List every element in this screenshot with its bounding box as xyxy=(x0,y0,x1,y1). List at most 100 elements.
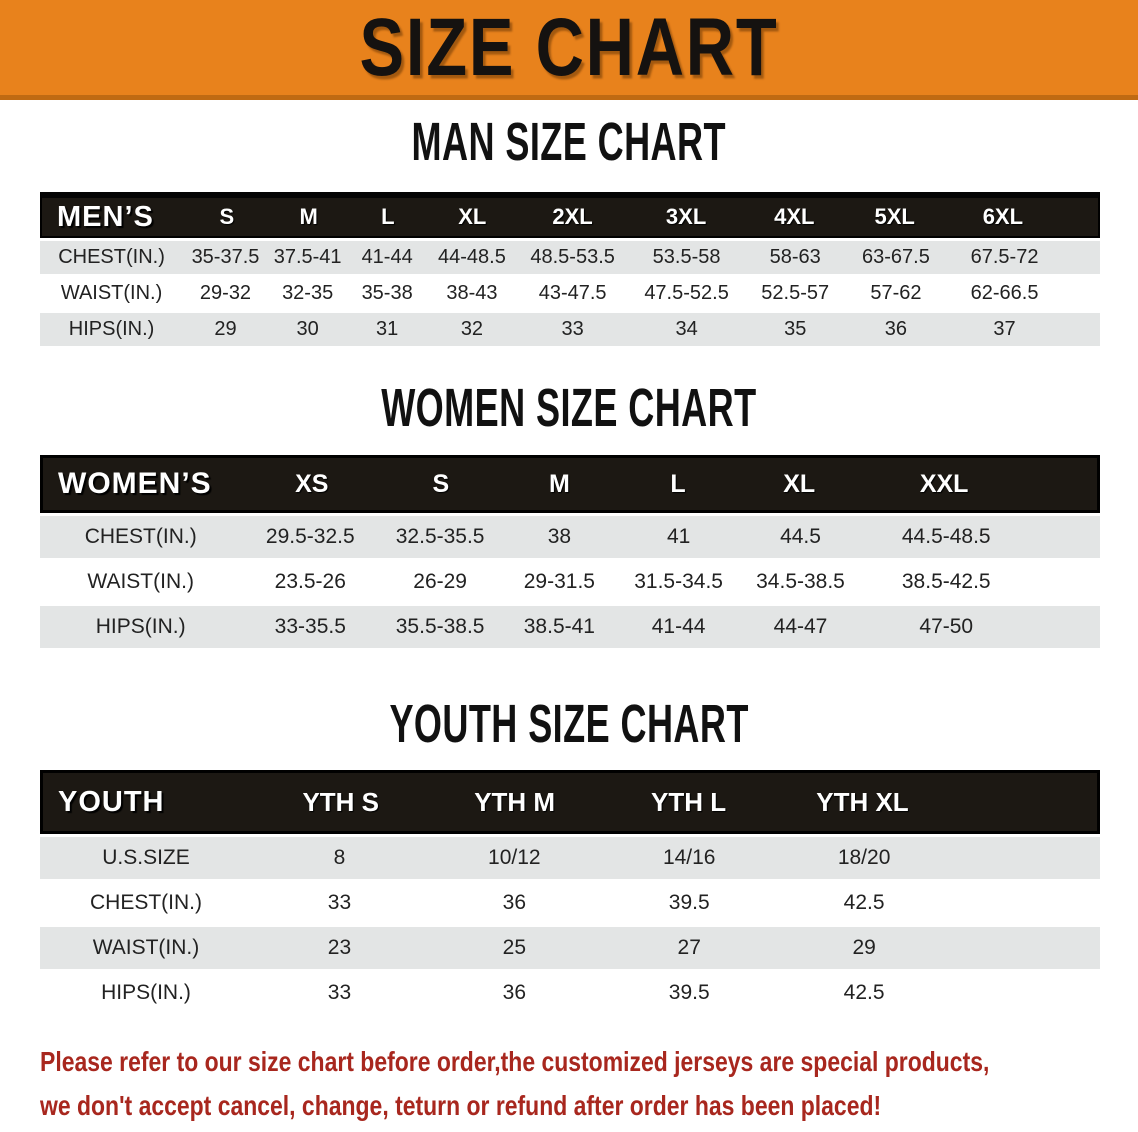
size-value-cell: 29-31.5 xyxy=(523,570,595,593)
size-value-cell: 8 xyxy=(333,846,346,869)
size-value-cell: 34.5-38.5 xyxy=(756,570,845,593)
size-column-header: 6XL xyxy=(982,204,1024,229)
row-label: WAIST(IN.) xyxy=(60,282,163,304)
size-column-header: XXL xyxy=(919,469,969,498)
youth-size-heading-text: YOUTH SIZE CHART xyxy=(389,694,749,755)
size-column-header: XS xyxy=(295,469,329,498)
size-value-cell: 33 xyxy=(327,891,352,914)
order-notice: Please refer to our size chart before or… xyxy=(40,1040,1138,1128)
size-column-header: M xyxy=(549,469,570,498)
size-column-header: XL xyxy=(458,204,487,229)
size-value-cell: 62-66.5 xyxy=(970,282,1039,304)
size-value-cell: 29 xyxy=(852,936,876,959)
womens-size-table: WOMEN’S XS S M L XL XXL CHEST(IN.) 29.5-32.5 32.5… xyxy=(40,455,1100,648)
row-label: HIPS(IN.) xyxy=(101,981,191,1004)
size-value-cell: 41 xyxy=(666,525,691,548)
size-value-cell: 47-50 xyxy=(919,615,974,638)
size-value-cell: 31 xyxy=(376,318,399,340)
table-corner-label: WOMEN’S xyxy=(58,467,212,500)
size-value-cell: 41-44 xyxy=(651,615,706,638)
size-value-cell: 26-29 xyxy=(413,570,467,593)
mens-size-table: MEN’S S M L XL 2XL 3XL 4XL 5XL 6XL CHEST(IN.) 35-37… xyxy=(40,192,1100,346)
size-value-cell: 34 xyxy=(675,318,698,340)
row-label: WAIST(IN.) xyxy=(92,936,200,959)
size-value-cell: 30 xyxy=(296,318,319,340)
size-value-cell: 32.5-35.5 xyxy=(395,525,485,548)
size-value-cell: 36 xyxy=(502,981,527,1004)
size-value-cell: 36 xyxy=(502,891,527,914)
size-value-cell: 52.5-57 xyxy=(761,282,830,304)
size-value-cell: 53.5-58 xyxy=(652,246,721,268)
notice-line-2: we don't accept cancel, change, teturn o… xyxy=(40,1090,882,1121)
notice-line-1: Please refer to our size chart before or… xyxy=(40,1046,990,1077)
size-value-cell: 48.5-53.5 xyxy=(530,246,615,268)
table-row: WAIST(IN.) 29-32 32-35 35-38 38-43 43-47.5 47.… xyxy=(40,277,1100,310)
size-value-cell: 18/20 xyxy=(837,846,891,869)
size-column-header: 2XL xyxy=(552,204,593,229)
size-column-header: L xyxy=(381,204,395,229)
size-value-cell: 35 xyxy=(784,318,807,340)
row-label: HIPS(IN.) xyxy=(68,318,155,340)
size-value-cell: 42.5 xyxy=(843,981,885,1004)
row-label: CHEST(IN.) xyxy=(58,246,165,268)
size-column-header: S xyxy=(219,204,235,229)
table-row: WAIST(IN.) 23.5-26 26-29 29-31.5 31.5-34.5 34… xyxy=(40,561,1100,603)
size-value-cell: 58-63 xyxy=(769,246,821,268)
size-value-cell: 47.5-52.5 xyxy=(644,282,729,304)
banner: SIZE CHART xyxy=(0,0,1138,100)
table-row: HIPS(IN.) 33 36 39.5 42.5 xyxy=(40,972,1100,1014)
size-value-cell: 63-67.5 xyxy=(861,246,930,268)
size-value-cell: 10/12 xyxy=(488,846,541,869)
page-title: SIZE CHART xyxy=(359,1,779,94)
size-value-cell: 29 xyxy=(214,318,237,340)
row-label: U.S.SIZE xyxy=(102,846,190,869)
size-value-cell: 36 xyxy=(884,318,908,340)
table-header-row: MEN’S S M L XL 2XL 3XL 4XL 5XL 6XL xyxy=(40,192,1100,238)
women-size-heading-text: WOMEN SIZE CHART xyxy=(381,378,757,439)
size-value-cell: 32 xyxy=(460,318,484,340)
size-value-cell: 33 xyxy=(561,318,584,340)
youth-size-section: YOUTH SIZE CHART YOUTH YTH S YTH M YTH L YTH… xyxy=(0,695,1138,1014)
size-value-cell: 37.5-41 xyxy=(273,246,342,268)
size-value-cell: 38.5-41 xyxy=(523,615,595,638)
table-row: CHEST(IN.) 29.5-32.5 32.5-35.5 38 41 44.5 44.5… xyxy=(40,516,1100,558)
size-value-cell: 33-35.5 xyxy=(274,615,346,638)
size-column-header: 3XL xyxy=(665,204,707,229)
size-column-header: 5XL xyxy=(874,204,915,229)
table-row: HIPS(IN.) 29 30 31 32 33 34 35 36 37 xyxy=(40,313,1100,346)
size-value-cell: 14/16 xyxy=(662,846,716,869)
size-value-cell: 44-48.5 xyxy=(438,246,506,268)
size-column-header: L xyxy=(670,469,686,498)
size-column-header: XL xyxy=(783,469,816,498)
size-column-header: YTH XL xyxy=(816,786,909,817)
size-value-cell: 27 xyxy=(677,936,701,959)
size-value-cell: 33 xyxy=(327,981,352,1004)
size-column-header: YTH M xyxy=(474,786,556,817)
table-row: U.S.SIZE 8 10/12 14/16 18/20 xyxy=(40,837,1100,879)
size-value-cell: 23 xyxy=(327,936,352,959)
size-value-cell: 23.5-26 xyxy=(274,570,346,593)
size-value-cell: 29.5-32.5 xyxy=(265,525,355,548)
size-value-cell: 43-47.5 xyxy=(538,282,607,304)
size-value-cell: 42.5 xyxy=(843,891,885,914)
size-value-cell: 32-35 xyxy=(282,282,334,304)
size-column-header: YTH S xyxy=(302,786,380,817)
size-value-cell: 67.5-72 xyxy=(970,246,1039,268)
table-row: CHEST(IN.) 35-37.5 37.5-41 41-44 44-48.5 48.5… xyxy=(40,241,1100,274)
table-row: HIPS(IN.) 33-35.5 35.5-38.5 38.5-41 41-44 44-… xyxy=(40,606,1100,648)
size-value-cell: 39.5 xyxy=(668,891,710,914)
man-size-heading-text: MAN SIZE CHART xyxy=(411,112,727,173)
women-size-section: WOMEN SIZE CHART WOMEN’S XS S M L XL XXL CHEST(… xyxy=(0,379,1138,648)
row-label: CHEST(IN.) xyxy=(90,891,202,914)
table-header-row: YOUTH YTH S YTH M YTH L YTH XL xyxy=(40,770,1100,834)
size-value-cell: 44-47 xyxy=(773,615,828,638)
size-column-header: M xyxy=(299,204,318,229)
size-value-cell: 38.5-42.5 xyxy=(901,570,991,593)
size-value-cell: 44.5-48.5 xyxy=(901,525,991,548)
size-value-cell: 38 xyxy=(547,525,572,548)
size-value-cell: 57-62 xyxy=(870,282,922,304)
youth-size-table: YOUTH YTH S YTH M YTH L YTH XL U.S.SIZE 8 10/12… xyxy=(40,770,1100,1014)
table-header-row: WOMEN’S XS S M L XL XXL xyxy=(40,455,1100,513)
size-column-header: 4XL xyxy=(774,204,815,229)
